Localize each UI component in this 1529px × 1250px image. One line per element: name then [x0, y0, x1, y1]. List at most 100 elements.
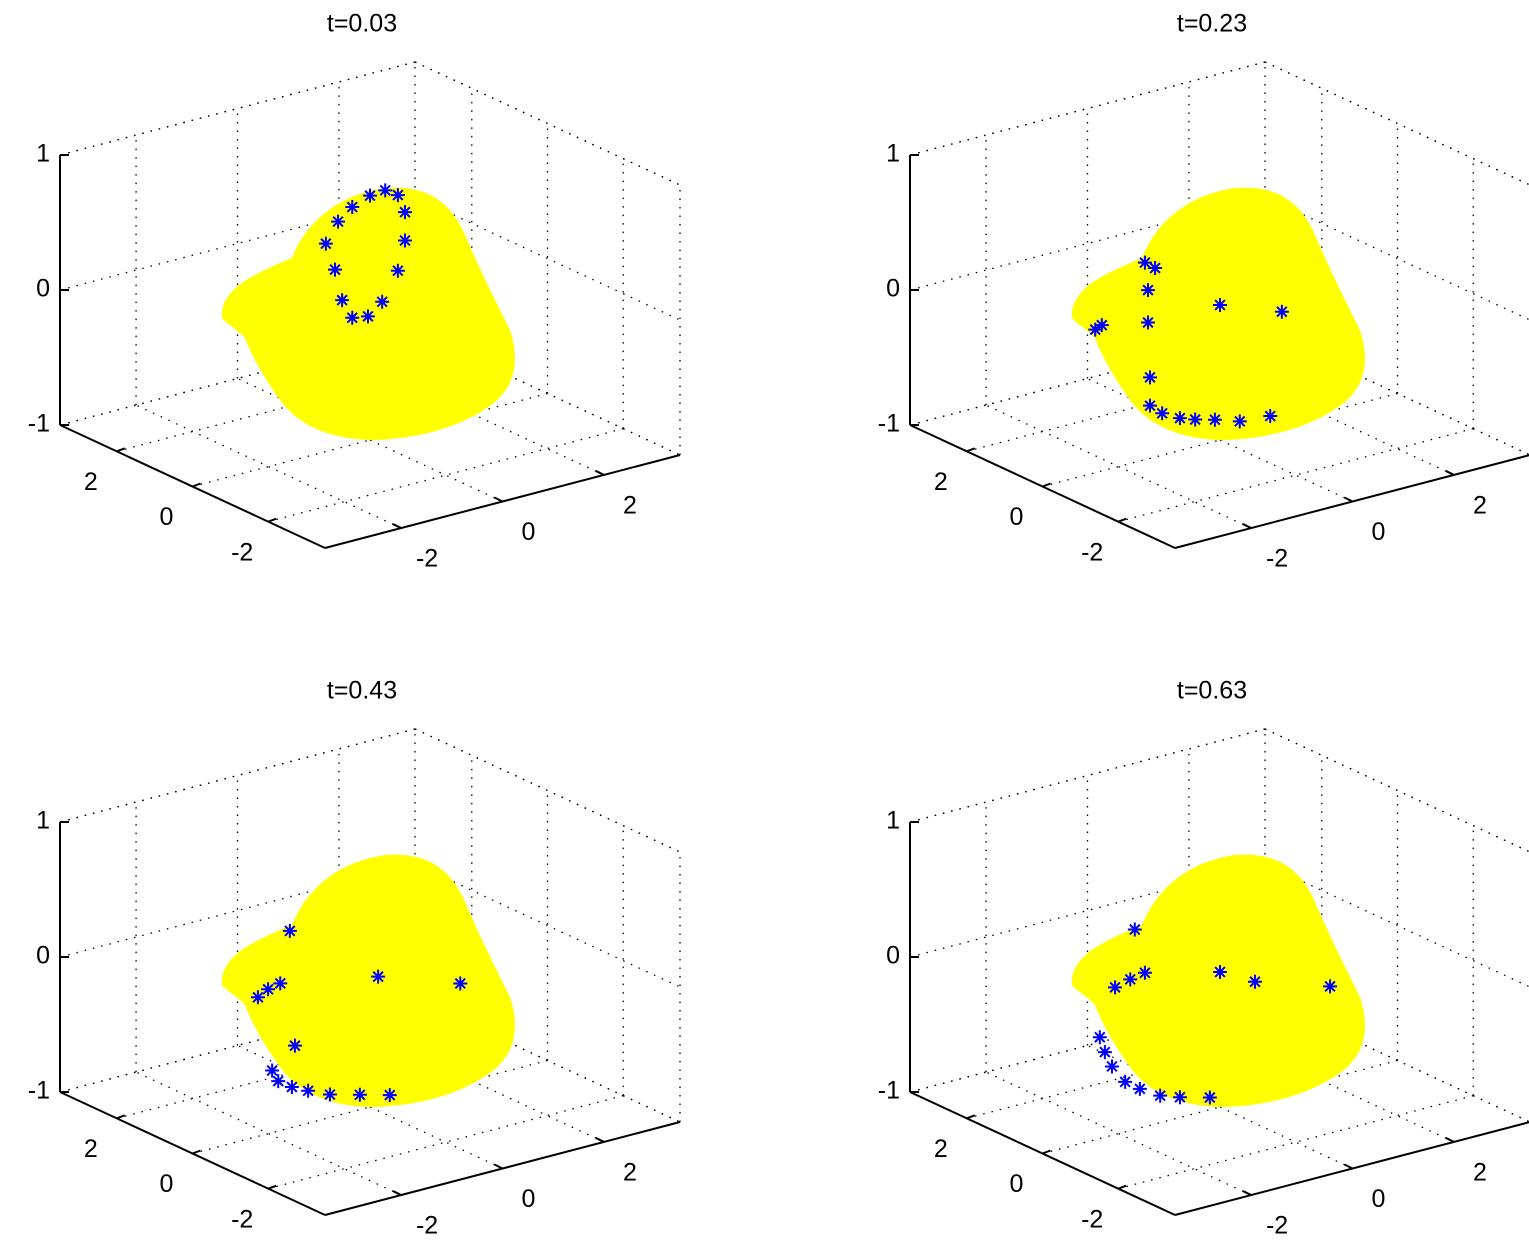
star-marker — [382, 1088, 397, 1103]
grid-line — [1118, 1095, 1474, 1190]
grid-line — [1118, 428, 1474, 523]
chart-title: t=0.63 — [1177, 677, 1247, 705]
y-tick — [966, 1114, 976, 1120]
chart-title: t=0.43 — [327, 677, 397, 705]
star-marker — [1155, 406, 1170, 421]
star-marker — [1132, 1081, 1147, 1096]
surface — [1071, 187, 1365, 440]
star-marker — [375, 294, 390, 309]
x-tick-label: 0 — [1372, 518, 1386, 546]
star-marker — [1263, 409, 1278, 424]
star-marker — [1108, 980, 1123, 995]
star-marker — [282, 923, 297, 938]
star-marker — [1123, 972, 1138, 987]
y-tick — [267, 1184, 277, 1190]
z-tick-label: -1 — [28, 410, 50, 438]
x-tick-label: 2 — [1473, 492, 1487, 520]
star-marker — [345, 200, 360, 215]
x-tick-label: 2 — [623, 492, 637, 520]
y-tick — [192, 1149, 201, 1155]
star-marker — [1172, 411, 1187, 426]
star-marker — [1140, 315, 1155, 330]
subplot: -1 0 1 -2 0 2 -2 0 2 t=0.63 — [878, 677, 1529, 1240]
grid-line — [909, 61, 1266, 156]
star-marker — [318, 236, 333, 251]
z-tick-label: -1 — [878, 410, 900, 438]
x-tick — [1242, 1190, 1252, 1196]
y-tick — [267, 517, 277, 523]
y-tick-label: 2 — [934, 1135, 948, 1163]
star-marker — [273, 976, 288, 991]
z-tick-label: 1 — [886, 140, 900, 168]
x-tick — [494, 1163, 503, 1170]
box-edge — [59, 728, 416, 823]
chart-title: t=0.03 — [327, 10, 397, 38]
z-tick-label: 0 — [886, 942, 900, 970]
grid-line — [268, 428, 624, 523]
star-marker — [1088, 322, 1103, 337]
x-tick-label: 2 — [623, 1159, 637, 1187]
star-marker — [1127, 922, 1142, 937]
y-tick — [1042, 1149, 1051, 1155]
star-marker — [1104, 1059, 1119, 1074]
star-marker — [250, 990, 265, 1005]
star-marker — [1140, 283, 1155, 298]
grid-line — [59, 61, 416, 156]
star-marker — [1153, 1088, 1168, 1103]
y-tick — [1117, 1184, 1127, 1190]
x-tick-label: 2 — [1473, 1159, 1487, 1187]
grid-line — [414, 728, 681, 853]
grid-line — [268, 1095, 624, 1190]
star-marker — [371, 969, 386, 984]
surface — [1071, 854, 1365, 1107]
z-tick-label: 0 — [36, 942, 50, 970]
star-marker — [1213, 965, 1227, 979]
box-edge — [59, 61, 416, 156]
x-tick — [595, 1137, 605, 1143]
star-marker — [352, 1087, 367, 1102]
x-tick — [1242, 523, 1252, 529]
y-tick — [1117, 517, 1127, 523]
star-marker — [301, 1083, 316, 1098]
star-marker — [390, 263, 405, 278]
x-tick-label: -2 — [416, 1212, 438, 1240]
star-marker — [1118, 1074, 1133, 1089]
y-tick — [116, 447, 126, 453]
star-marker — [1247, 974, 1262, 989]
z-tick-label: -1 — [878, 1077, 900, 1105]
y-tick-label: 0 — [160, 1170, 174, 1198]
z-tick-label: -1 — [28, 1077, 50, 1105]
star-marker — [1094, 318, 1109, 333]
star-marker — [322, 1087, 337, 1102]
y-tick-label: -2 — [1081, 538, 1103, 566]
star-marker — [1092, 1030, 1107, 1045]
star-marker — [1213, 298, 1227, 312]
box-edge — [909, 728, 1266, 823]
z-tick-label: 1 — [36, 807, 50, 835]
star-marker — [390, 188, 405, 203]
star-marker — [360, 309, 375, 324]
y-tick-label: 0 — [1010, 1170, 1024, 1198]
x-tick — [1344, 1163, 1353, 1170]
y-tick-label: 0 — [1010, 503, 1024, 531]
star-marker — [1202, 1090, 1217, 1105]
star-marker — [1207, 412, 1222, 427]
y-tick — [192, 482, 201, 488]
star-marker — [261, 982, 276, 997]
y-tick-label: -2 — [1081, 1205, 1103, 1233]
star-marker — [271, 1074, 286, 1089]
subplot: -1 0 1 -2 0 2 -2 0 2 t=0.23 — [878, 10, 1529, 573]
grid-line — [59, 728, 416, 823]
x-tick-label: -2 — [416, 545, 438, 573]
grid-line — [909, 728, 1266, 823]
x-tick — [1344, 496, 1353, 503]
z-tick-label: 1 — [36, 140, 50, 168]
star-marker — [363, 188, 377, 203]
x-tick-label: -2 — [1266, 1212, 1288, 1240]
star-marker — [331, 214, 346, 229]
y-tick-label: -2 — [231, 538, 253, 566]
star-marker — [397, 205, 412, 220]
x-tick — [595, 470, 605, 476]
surface — [221, 854, 515, 1107]
x-tick — [392, 523, 402, 529]
